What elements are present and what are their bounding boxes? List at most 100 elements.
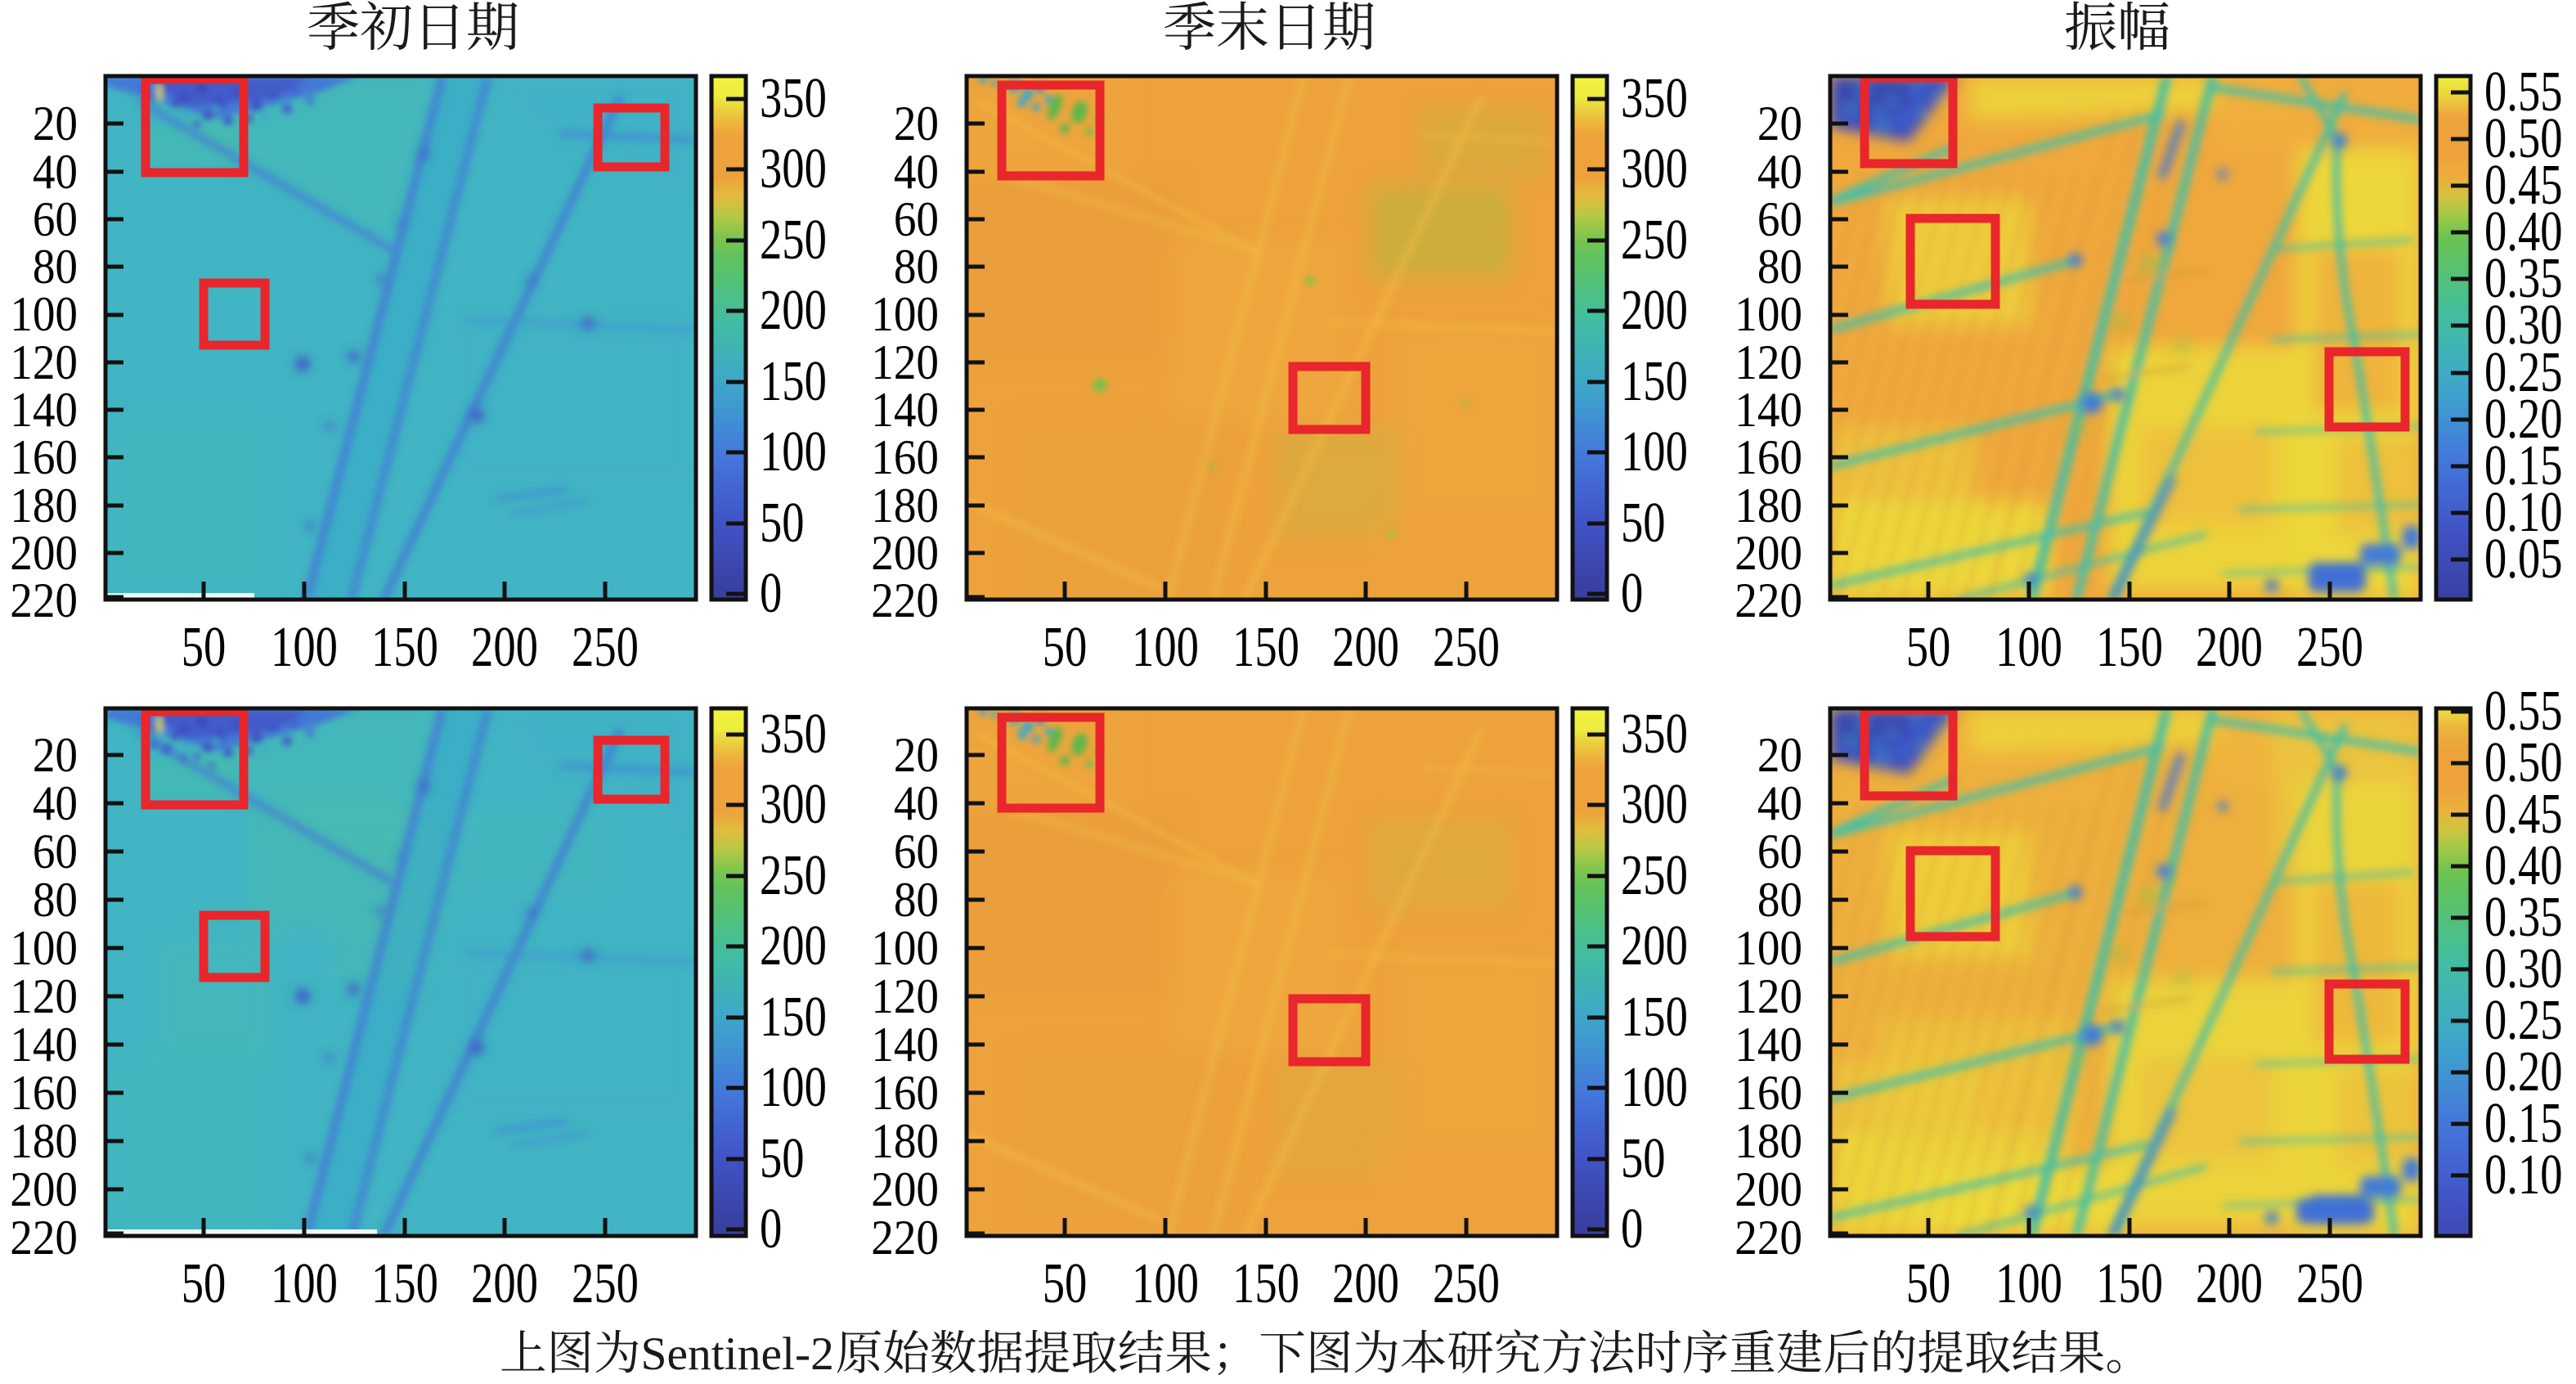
svg-text:0.15: 0.15 <box>2484 1091 2563 1155</box>
svg-text:120: 120 <box>1735 336 1802 390</box>
svg-text:100: 100 <box>1735 922 1802 976</box>
svg-text:350: 350 <box>760 66 827 130</box>
svg-text:250: 250 <box>2296 615 2363 679</box>
svg-text:150: 150 <box>760 349 827 413</box>
svg-text:40: 40 <box>894 146 939 200</box>
svg-text:200: 200 <box>2196 615 2263 679</box>
svg-text:250: 250 <box>760 843 827 907</box>
svg-text:220: 220 <box>1735 574 1802 628</box>
svg-text:80: 80 <box>894 240 939 294</box>
svg-text:220: 220 <box>10 574 78 628</box>
svg-text:0.25: 0.25 <box>2484 340 2563 404</box>
svg-text:350: 350 <box>1621 66 1688 130</box>
svg-text:250: 250 <box>2296 1251 2363 1315</box>
svg-text:50: 50 <box>1906 1251 1951 1315</box>
svg-text:0.35: 0.35 <box>2484 885 2563 949</box>
svg-text:120: 120 <box>1735 970 1802 1024</box>
svg-text:20: 20 <box>894 97 939 151</box>
svg-text:120: 120 <box>10 970 78 1024</box>
svg-text:120: 120 <box>10 336 78 390</box>
svg-text:160: 160 <box>1735 1067 1802 1121</box>
svg-text:160: 160 <box>10 431 78 485</box>
svg-text:50: 50 <box>760 491 805 555</box>
svg-text:150: 150 <box>371 615 438 679</box>
svg-text:100: 100 <box>1132 1251 1199 1315</box>
svg-text:250: 250 <box>1621 843 1688 907</box>
svg-text:200: 200 <box>760 278 827 342</box>
svg-text:250: 250 <box>572 1251 639 1315</box>
svg-text:250: 250 <box>1433 1251 1500 1315</box>
svg-text:0.40: 0.40 <box>2484 834 2563 897</box>
svg-text:100: 100 <box>271 615 338 679</box>
svg-text:100: 100 <box>1132 615 1199 679</box>
svg-text:160: 160 <box>10 1067 78 1121</box>
svg-text:140: 140 <box>871 1018 939 1072</box>
svg-text:100: 100 <box>871 922 939 976</box>
svg-text:200: 200 <box>1621 914 1688 977</box>
svg-text:350: 350 <box>760 702 827 766</box>
svg-text:Sentinel-2: Sentinel-2 <box>641 1328 834 1380</box>
svg-text:180: 180 <box>1735 1115 1802 1169</box>
svg-text:0: 0 <box>760 561 782 625</box>
svg-text:220: 220 <box>10 1211 78 1265</box>
svg-text:20: 20 <box>1757 729 1802 783</box>
svg-text:50: 50 <box>1621 491 1666 555</box>
svg-text:60: 60 <box>1757 193 1802 247</box>
svg-text:140: 140 <box>10 384 78 438</box>
svg-text:50: 50 <box>1043 1251 1088 1315</box>
svg-text:200: 200 <box>760 914 827 977</box>
svg-text:0.25: 0.25 <box>2484 988 2563 1052</box>
svg-text:40: 40 <box>894 777 939 831</box>
svg-text:150: 150 <box>1621 985 1688 1049</box>
svg-text:220: 220 <box>1735 1211 1802 1265</box>
svg-text:50: 50 <box>182 1251 227 1315</box>
svg-text:0.20: 0.20 <box>2484 1040 2563 1103</box>
svg-text:250: 250 <box>760 208 827 272</box>
svg-text:80: 80 <box>1757 874 1802 928</box>
svg-text:200: 200 <box>2196 1251 2263 1315</box>
svg-text:0: 0 <box>1621 561 1643 625</box>
svg-text:0: 0 <box>1621 1197 1643 1260</box>
svg-text:100: 100 <box>871 288 939 342</box>
svg-text:60: 60 <box>33 193 78 247</box>
svg-text:140: 140 <box>1735 384 1802 438</box>
svg-text:50: 50 <box>1906 615 1951 679</box>
svg-text:40: 40 <box>33 146 78 200</box>
svg-text:200: 200 <box>871 527 939 581</box>
svg-text:60: 60 <box>33 825 78 879</box>
svg-text:60: 60 <box>894 193 939 247</box>
svg-text:300: 300 <box>1621 137 1688 200</box>
svg-text:0.45: 0.45 <box>2484 153 2563 217</box>
svg-text:100: 100 <box>1995 1251 2062 1315</box>
svg-text:300: 300 <box>760 772 827 836</box>
svg-text:100: 100 <box>1735 288 1802 342</box>
svg-text:20: 20 <box>33 97 78 151</box>
svg-text:50: 50 <box>1621 1126 1666 1190</box>
svg-text:20: 20 <box>33 729 78 783</box>
svg-text:40: 40 <box>33 777 78 831</box>
svg-text:150: 150 <box>760 985 827 1049</box>
svg-text:200: 200 <box>1332 1251 1399 1315</box>
svg-text:220: 220 <box>871 1211 939 1265</box>
svg-text:140: 140 <box>1735 1018 1802 1072</box>
svg-text:0.30: 0.30 <box>2484 937 2563 1000</box>
svg-text:100: 100 <box>1621 1055 1688 1119</box>
svg-text:60: 60 <box>1757 825 1802 879</box>
svg-text:200: 200 <box>1735 527 1802 581</box>
svg-text:150: 150 <box>1232 615 1299 679</box>
svg-text:180: 180 <box>871 1115 939 1169</box>
svg-text:20: 20 <box>894 729 939 783</box>
svg-text:250: 250 <box>1621 208 1688 272</box>
svg-text:300: 300 <box>1621 772 1688 836</box>
svg-text:200: 200 <box>471 1251 538 1315</box>
svg-text:0.55: 0.55 <box>2484 60 2563 124</box>
svg-text:80: 80 <box>33 240 78 294</box>
svg-text:120: 120 <box>871 970 939 1024</box>
svg-text:200: 200 <box>1735 1163 1802 1217</box>
svg-text:100: 100 <box>760 420 827 483</box>
svg-text:80: 80 <box>1757 240 1802 294</box>
svg-text:0: 0 <box>760 1197 782 1260</box>
svg-text:200: 200 <box>10 527 78 581</box>
svg-text:0.50: 0.50 <box>2484 106 2563 170</box>
svg-text:140: 140 <box>10 1018 78 1072</box>
